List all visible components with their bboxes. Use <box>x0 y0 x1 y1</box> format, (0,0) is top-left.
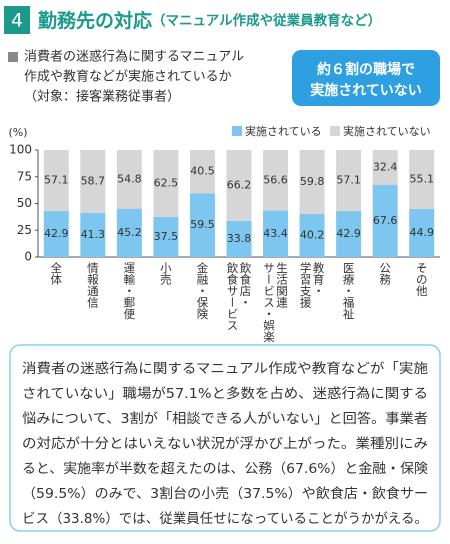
legend-label: 実施されていない <box>343 124 431 138</box>
x-tick-label: 全体 <box>49 261 63 285</box>
bar-segment <box>372 150 398 185</box>
x-tick-label: 小売 <box>159 262 173 286</box>
value-label: 42.9 <box>336 227 361 240</box>
x-tick-label: 金融・保険 <box>195 261 209 320</box>
bar-segment <box>189 150 215 194</box>
bar-segment <box>299 150 325 214</box>
value-label: 56.6 <box>263 173 288 186</box>
bar-segment <box>336 211 362 257</box>
value-label: 59.5 <box>190 218 215 231</box>
value-label: 41.3 <box>81 228 106 241</box>
bullet <box>8 52 18 62</box>
y-tick-label: 75 <box>17 169 32 183</box>
x-tick-label: 情報通信 <box>86 262 100 309</box>
section-badge <box>4 6 30 34</box>
bar-segment <box>409 208 435 257</box>
value-label: 42.9 <box>44 227 69 240</box>
value-label: 45.2 <box>117 226 142 239</box>
value-label: 40.2 <box>300 228 325 241</box>
bar-segment <box>80 212 106 257</box>
x-tick-label: その他 <box>415 262 429 297</box>
bar-segment <box>153 150 179 217</box>
bar-segment <box>116 208 142 257</box>
subtitle: （マニュアル作成や従業員教育など） <box>152 12 381 29</box>
summary-line: されていない」職場が57.1%と多数を占め、迷惑行為に関する <box>22 385 428 402</box>
bar-segment <box>299 213 325 257</box>
callout-box <box>292 50 440 106</box>
y-tick-label: 100 <box>9 143 32 157</box>
value-label: 32.4 <box>373 160 398 173</box>
chart-title-line: （対象：接客業務従事者） <box>24 89 180 105</box>
y-tick-label: 50 <box>17 196 32 210</box>
legend-swatch <box>330 126 340 136</box>
value-label: 44.9 <box>409 226 434 239</box>
bar-segment <box>263 210 289 257</box>
summary-line: ビス（33.8%）では、従業員任せになっていることがうかがえる。 <box>22 511 428 527</box>
x-tick-label: 学習支援 <box>299 261 313 309</box>
y-axis-label: (%) <box>8 126 27 139</box>
x-tick-label: 運輸・郵便 <box>122 262 136 320</box>
title: 勤務先の対応 <box>38 9 152 32</box>
bar-segment <box>80 150 106 213</box>
callout-line: 実施されていない <box>310 82 422 99</box>
chart-title-line: 作成や教育などが実施されているか <box>24 69 232 85</box>
bar-segment <box>43 211 69 257</box>
x-tick-label: 飲食サービス <box>226 261 240 331</box>
x-tick-label: 医療・福祉 <box>342 262 356 320</box>
section-number: 4 <box>11 10 23 32</box>
y-tick-label: 25 <box>17 223 32 237</box>
value-label: 57.1 <box>44 174 69 187</box>
bar-segment <box>336 150 362 212</box>
section-title: 勤務先の対応（マニュアル作成や従業員教育など） <box>38 9 381 32</box>
value-label: 67.6 <box>373 214 398 227</box>
bar-segment <box>226 150 252 221</box>
value-label: 40.5 <box>190 165 215 178</box>
bar-segment <box>189 193 215 257</box>
value-label: 58.7 <box>81 174 106 187</box>
chart-title-line: 消費者の迷惑行為に関するマニュアル <box>24 49 244 65</box>
summary-line: 悩みについて、3割が「相談できる人がいない」と回答。事業者 <box>22 410 428 427</box>
x-tick-label: 飲食店・ <box>239 261 253 308</box>
value-label: 54.8 <box>117 172 142 185</box>
value-label: 57.1 <box>336 174 361 187</box>
legend-swatch <box>232 126 242 136</box>
value-label: 66.2 <box>227 178 252 191</box>
summary-line: の対応が十分とはいえない状況が浮かび上がった。業種別にみ <box>22 436 428 452</box>
bar-segment <box>226 220 252 257</box>
summary-box <box>9 344 441 532</box>
bar-segment <box>263 150 289 211</box>
value-label: 62.5 <box>154 176 179 189</box>
x-tick-label: 生活関連 <box>275 261 289 308</box>
x-tick-label: サービス・娯楽 <box>262 262 276 343</box>
summary-line: 消費者の迷惑行為に関するマニュアル作成や教育などが「実施 <box>22 361 429 377</box>
x-tick-label: 公務 <box>378 262 392 286</box>
summary-line: ると、実施率が半数を超えたのは、公務（67.6%）と金融・保険 <box>22 460 429 477</box>
value-label: 59.8 <box>300 175 325 188</box>
legend-label: 実施されている <box>245 124 322 138</box>
bar-segment <box>153 216 179 257</box>
y-tick-label: 0 <box>24 250 32 264</box>
value-label: 55.1 <box>409 172 434 185</box>
bar-segment <box>43 150 69 212</box>
callout-line: 約６割の職場で <box>317 61 415 78</box>
bar-segment <box>116 150 142 209</box>
value-label: 43.4 <box>263 227 288 240</box>
x-tick-label: 教育・ <box>312 261 326 296</box>
bar-segment <box>409 150 435 209</box>
value-label: 33.8 <box>227 232 252 245</box>
bar-segment <box>372 184 398 257</box>
summary-line: （59.5%）のみで、3割台の小売（37.5%）や飲食店・飲食サー <box>22 485 428 502</box>
value-label: 37.5 <box>154 230 179 243</box>
